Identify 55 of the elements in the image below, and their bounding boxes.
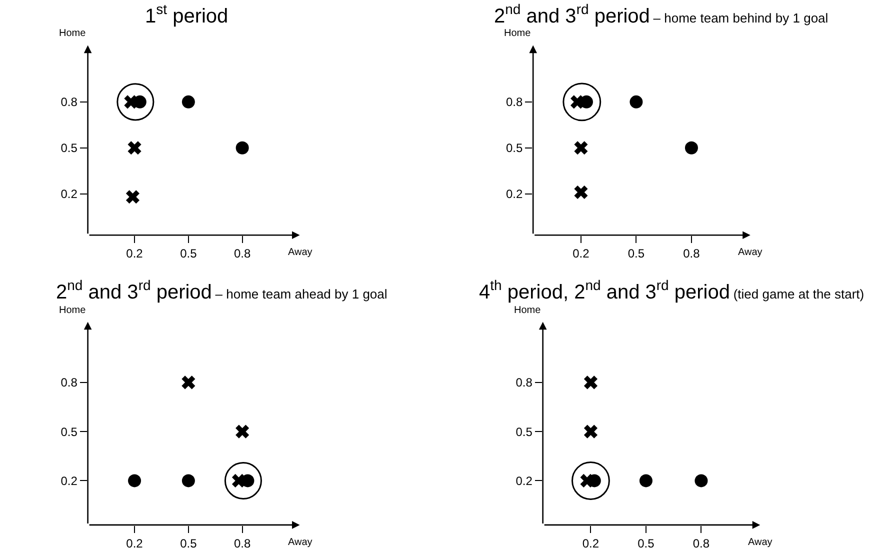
y-tick-label: 0.5	[516, 424, 533, 439]
point	[684, 141, 698, 154]
point	[182, 474, 195, 488]
y-tick-label: 0.8	[506, 95, 524, 110]
point	[584, 424, 598, 438]
y-axis-title: Home	[59, 28, 86, 39]
x-tick-label: 0.5	[638, 536, 655, 550]
x-tick-label: 0.5	[180, 536, 198, 550]
x-tick-label: 0.2	[572, 246, 590, 261]
point	[639, 474, 652, 488]
x-tick-label: 0.5	[180, 246, 198, 261]
y-tick-label: 0.5	[60, 424, 78, 439]
point	[182, 95, 195, 108]
y-tick-label: 0.5	[506, 141, 524, 156]
x-axis-title: Away	[288, 247, 312, 258]
y-tick-label: 0.2	[506, 187, 524, 202]
x-tick-label: 0.2	[126, 246, 144, 261]
y-tick-label: 0.5	[60, 141, 78, 156]
chart-title: 2$^{nd}$ and 3$^{rd}$ period	[494, 1, 650, 28]
y-tick-label: 0.2	[60, 474, 78, 488]
x-tick-label: 0.2	[582, 536, 600, 550]
x-axis-title: Away	[288, 537, 312, 548]
point	[630, 95, 643, 108]
x-tick-label: 0.8	[234, 246, 251, 261]
point	[182, 376, 196, 390]
y-tick-label: 0.2	[60, 187, 78, 202]
x-tick-label: 0.8	[692, 536, 710, 550]
point	[236, 424, 250, 438]
y-tick-label: 0.8	[516, 376, 533, 390]
y-tick-label: 0.2	[516, 474, 533, 488]
chart-subtitle: – home team behind by 1 goal	[653, 10, 828, 26]
point	[236, 141, 249, 154]
point	[128, 474, 142, 488]
y-axis-title: Home	[504, 28, 532, 39]
x-axis-title: Away	[738, 247, 762, 258]
x-tick-label: 0.8	[683, 246, 700, 261]
y-axis-title: Home	[514, 305, 542, 316]
chart-title: 1$^{st}$ period	[145, 1, 228, 28]
x-axis-title: Away	[748, 537, 772, 548]
point	[584, 376, 598, 390]
y-tick-label: 0.8	[60, 95, 78, 110]
x-tick-label: 0.8	[234, 536, 251, 550]
point	[574, 141, 588, 155]
point	[126, 190, 140, 204]
x-tick-label: 0.5	[628, 246, 645, 261]
chart-subtitle: – home team ahead by 1 goal	[215, 286, 388, 302]
y-axis-title: Home	[59, 305, 86, 316]
y-tick-label: 0.8	[60, 376, 78, 390]
chart-title: 2$^{nd}$ and 3$^{rd}$ period	[56, 277, 212, 304]
text: (tied game at the start)	[733, 286, 864, 302]
point	[128, 141, 142, 155]
point	[694, 474, 708, 488]
x-tick-label: 0.2	[126, 536, 144, 550]
chart-title: 4$^{th}$ period, 2$^{nd}$ and 3$^{rd}$ period	[479, 277, 730, 304]
point	[574, 185, 588, 200]
